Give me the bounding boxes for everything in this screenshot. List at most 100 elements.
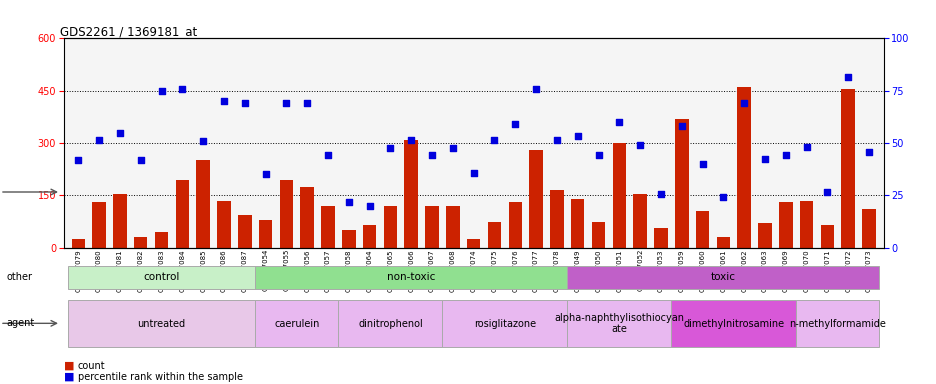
Point (570, 133, 585, 139)
Text: ■: ■ (64, 372, 74, 382)
Point (92, 136, 107, 142)
Bar (134, 237, 147, 248)
Bar (612, 143, 625, 248)
Bar (362, 225, 376, 248)
Bar (238, 215, 251, 248)
Bar (300, 187, 314, 248)
Bar (255, 266, 566, 289)
Bar (217, 200, 230, 248)
Text: GDS2261 / 1369181_at: GDS2261 / 1369181_at (60, 25, 197, 38)
Bar (653, 228, 667, 248)
Point (591, 152, 606, 158)
Bar (566, 300, 670, 348)
Point (798, 144, 813, 150)
Text: agent: agent (7, 318, 35, 328)
Bar (255, 300, 338, 348)
Point (756, 156, 771, 162)
Point (216, 98, 231, 104)
Point (778, 152, 793, 158)
Text: dinitrophenol: dinitrophenol (358, 318, 422, 329)
Bar (549, 190, 563, 248)
Bar (67, 300, 255, 348)
Text: count: count (78, 361, 105, 371)
Bar (674, 119, 688, 248)
Point (674, 122, 689, 129)
Bar (633, 194, 646, 248)
Bar (154, 232, 168, 248)
Bar (71, 239, 85, 248)
Bar (383, 206, 397, 248)
Bar (93, 202, 106, 248)
Text: other: other (7, 272, 33, 282)
Bar (466, 239, 480, 248)
Point (237, 100, 252, 106)
Bar (404, 139, 417, 248)
Point (652, 190, 667, 197)
Point (196, 138, 211, 144)
Text: percentile rank within the sample: percentile rank within the sample (78, 372, 242, 382)
Bar (338, 300, 442, 348)
Point (487, 136, 502, 142)
Point (695, 161, 709, 167)
Point (840, 74, 855, 80)
Point (300, 100, 314, 106)
Bar (279, 180, 293, 248)
Bar (570, 199, 584, 248)
Point (548, 136, 563, 142)
Point (715, 194, 730, 200)
Point (320, 152, 335, 158)
Point (341, 199, 356, 205)
Point (611, 119, 626, 125)
Bar (342, 230, 355, 248)
Bar (113, 194, 126, 248)
Text: toxic: toxic (710, 272, 735, 283)
Bar (446, 206, 460, 248)
Bar (175, 180, 189, 248)
Point (71, 157, 86, 164)
Point (632, 142, 647, 148)
Point (736, 100, 751, 106)
Text: dimethylnitrosamine: dimethylnitrosamine (682, 318, 783, 329)
Point (154, 88, 168, 94)
Point (403, 136, 418, 142)
Text: n-methylformamide: n-methylformamide (788, 318, 885, 329)
Point (819, 189, 834, 195)
Text: rosiglitazone: rosiglitazone (474, 318, 535, 329)
Point (279, 100, 294, 106)
Text: non-toxic: non-toxic (387, 272, 435, 283)
Bar (841, 89, 854, 248)
Bar (321, 206, 334, 248)
Bar (258, 220, 272, 248)
Point (175, 86, 190, 92)
Text: ■: ■ (64, 361, 74, 371)
Point (383, 145, 398, 151)
Bar (670, 300, 796, 348)
Point (112, 129, 127, 136)
Bar (197, 161, 210, 248)
Bar (529, 150, 542, 248)
Text: control: control (143, 272, 180, 283)
Point (133, 157, 148, 164)
Point (528, 86, 543, 92)
Bar (737, 87, 750, 248)
Bar (487, 222, 501, 248)
Point (257, 171, 272, 177)
Bar (861, 209, 875, 248)
Bar (820, 225, 833, 248)
Point (361, 203, 376, 209)
Bar (508, 202, 521, 248)
Point (465, 170, 480, 176)
Bar (799, 200, 812, 248)
Point (424, 152, 439, 158)
Bar (695, 211, 709, 248)
Text: alpha-naphthylisothiocyan
ate: alpha-naphthylisothiocyan ate (554, 313, 683, 334)
Text: caerulein: caerulein (274, 318, 319, 329)
Bar (716, 237, 729, 248)
Bar (67, 266, 255, 289)
Point (445, 145, 460, 151)
Text: untreated: untreated (138, 318, 185, 329)
Bar (566, 266, 879, 289)
Point (860, 149, 875, 155)
Bar (778, 202, 792, 248)
Bar (425, 206, 438, 248)
